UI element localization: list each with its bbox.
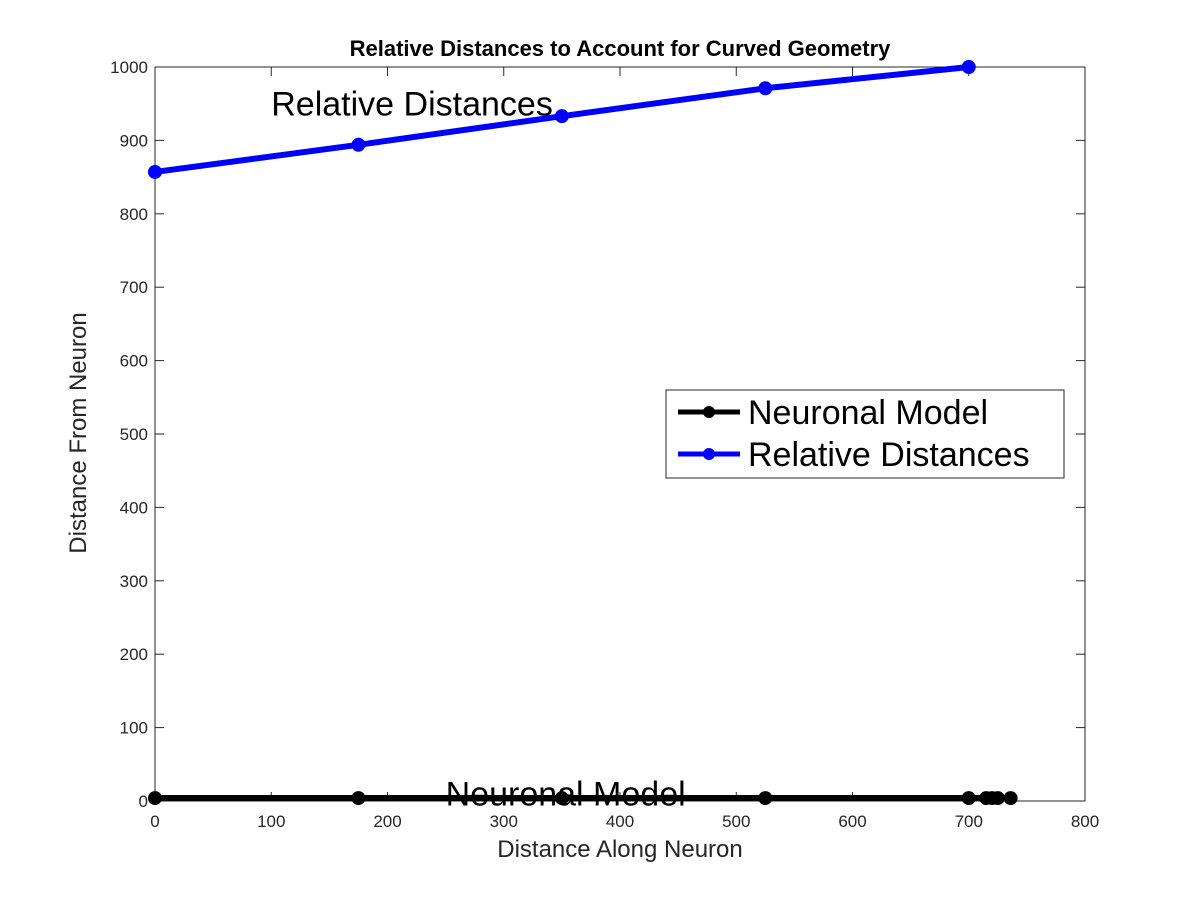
series-relative-distances [148,60,976,179]
y-tick-label: 200 [120,645,148,664]
series-layer [148,60,1018,806]
y-tick-label: 500 [120,425,148,444]
x-tick-label: 800 [1071,812,1099,831]
y-tick-label: 900 [120,131,148,150]
annotation-layer: Relative Distances Neuronal Model [271,86,685,814]
data-point-neuronal-model [554,791,569,806]
x-axis-label: Distance Along Neuron [497,836,742,863]
legend-label-neuronal-model: Neuronal Model [748,394,988,432]
y-tick-label: 300 [120,572,148,591]
data-point-relative-distances [554,109,569,124]
data-point-relative-distances [351,137,366,152]
legend-box [665,389,1065,479]
y-tick-label: 800 [120,205,148,224]
x-tick-label: 300 [490,812,518,831]
x-tick-label: 500 [722,812,750,831]
data-point-relative-distances [148,164,162,179]
x-tick-label: 700 [955,812,983,831]
axis-ticks: 0 100 200 300 400 500 600 700 800 0 100 200 300 400 50… [110,58,1099,831]
data-point-neuronal-model [351,791,366,806]
y-tick-label: 100 [120,719,148,738]
y-tick-label: 1000 [110,58,148,77]
y-tick-label: 600 [120,352,148,371]
y-tick-label: 400 [120,498,148,517]
x-tick-label: 100 [257,812,285,831]
y-axis-label: Distance From Neuron [65,312,92,553]
legend: Neuronal Model Relative Distances [665,389,1065,479]
x-tick-label: 600 [838,812,866,831]
x-tick-label: 400 [606,812,634,831]
data-point-relative-distances [758,81,773,96]
x-tick-label: 200 [373,812,401,831]
y-tick-label: 700 [120,278,148,297]
y-tick-label: 0 [139,792,148,811]
x-tick-label: 0 [150,812,159,831]
annotation-label: Neuronal Model [446,776,686,814]
data-point-neuronal-model [1003,791,1018,806]
data-point-neuronal-model [148,791,162,806]
series-neuronal-model [148,791,1018,806]
annotation-label: Relative Distances [271,86,553,124]
legend-label-relative-distances: Relative Distances [748,436,1030,474]
data-point-relative-distances [961,60,976,74]
data-point-neuronal-model [961,791,976,806]
chart-title: Relative Distances to Account for Curved… [350,36,892,61]
data-point-neuronal-model [990,791,1005,806]
legend-marker-neuronal-model [703,406,715,418]
data-point-neuronal-model [758,791,773,806]
legend-marker-relative-distances [703,448,715,460]
